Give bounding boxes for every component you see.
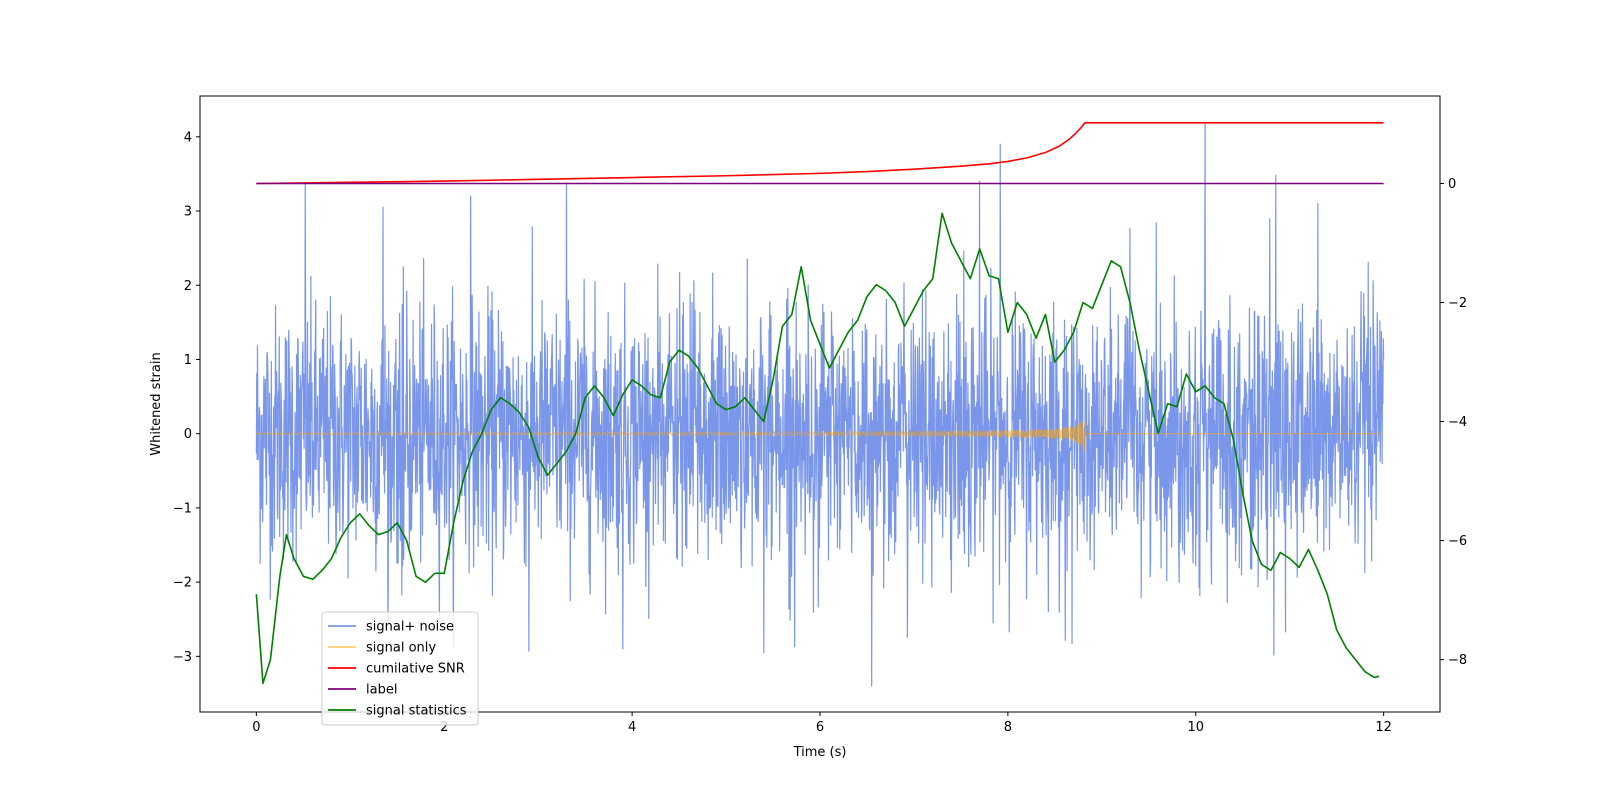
x-axis-label: Time (s) — [793, 745, 847, 760]
series-line-signal-statistics — [255, 212, 1380, 685]
y2-tick-label: −8 — [1448, 653, 1467, 668]
y-tick-label: −3 — [173, 650, 192, 665]
y-axis-ticks: −3 −2 −1 0 1 2 3 4 — [173, 130, 200, 665]
y-tick-label: 3 — [184, 205, 192, 220]
series-line-cumilative-snr — [256, 121, 1384, 185]
x-tick-label: 12 — [1375, 720, 1392, 735]
legend-label-signal-noise: signal+ noise — [366, 620, 454, 635]
series-line-signal-noise — [255, 122, 1385, 687]
x-tick-label: 8 — [1004, 720, 1012, 735]
y2-tick-label: −2 — [1448, 296, 1467, 311]
y-tick-label: 1 — [184, 353, 192, 368]
y-axis-label: Whitened strain — [149, 352, 164, 455]
y2-tick-label: −4 — [1448, 415, 1467, 430]
x-tick-label: 4 — [628, 720, 636, 735]
legend-label-label: label — [366, 683, 397, 698]
series-line-signal-only — [256, 421, 1384, 452]
y-tick-label: −1 — [173, 501, 192, 516]
legend: signal+ noise signal only cumilative SNR la… — [321, 611, 479, 726]
y-tick-label: 4 — [184, 130, 192, 145]
y-tick-label: 0 — [184, 427, 192, 442]
legend-label-signal-only: signal only — [366, 641, 436, 656]
x-tick-label: 6 — [816, 720, 824, 735]
series-layer — [255, 121, 1385, 687]
y-tick-label: 2 — [184, 279, 192, 294]
y-tick-label: −2 — [173, 576, 192, 591]
x-tick-label: 2 — [440, 720, 448, 735]
x-tick-label: 10 — [1187, 720, 1204, 735]
y2-tick-label: 0 — [1448, 177, 1456, 192]
x-tick-label: 0 — [252, 720, 260, 735]
y2-tick-label: −6 — [1448, 534, 1467, 549]
legend-label-signal-statistics: signal statistics — [366, 704, 467, 719]
legend-box — [321, 611, 479, 726]
legend-label-cumilative-snr: cumilative SNR — [366, 662, 465, 677]
y2-axis-ticks: −8 −6 −4 −2 0 — [1440, 177, 1467, 668]
